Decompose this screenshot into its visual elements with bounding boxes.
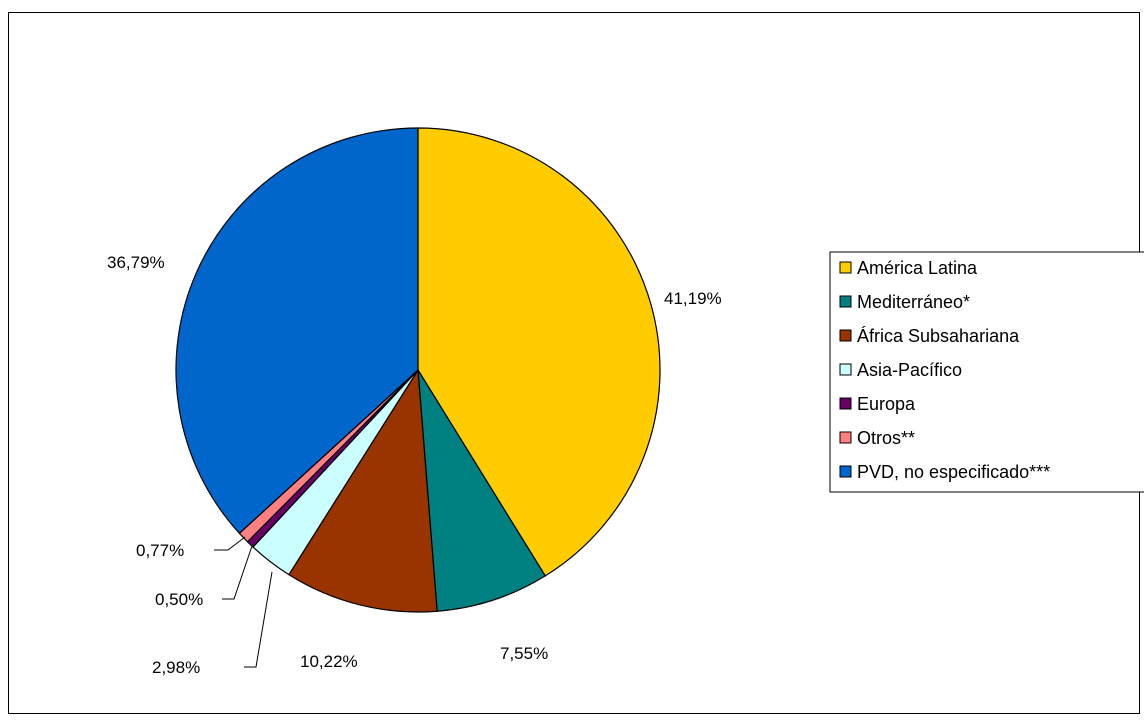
- legend-label-mediterraneo: Mediterráneo*: [857, 292, 970, 312]
- data-label-pvd-no-especificado: 36,79%: [107, 253, 165, 272]
- legend-swatch-mediterraneo: [839, 295, 852, 308]
- pie-slices: [175, 127, 661, 613]
- legend-label-europa: Europa: [857, 394, 916, 414]
- legend-label-america-latina: América Latina: [857, 258, 978, 278]
- pie-slice-africa-subsahariana: [288, 368, 438, 613]
- data-label-asia-pacifico: 2,98%: [152, 658, 200, 677]
- pie-slice-mediterraneo: [417, 369, 547, 612]
- legend-swatch-europa: [839, 397, 852, 410]
- legend-swatch-asia-pacifico: [839, 363, 852, 376]
- leader-line-otros: [214, 536, 246, 551]
- leader-lines: [214, 536, 273, 668]
- data-label-otros: 0,77%: [136, 541, 184, 560]
- data-labels: 41,19% 7,55% 10,22% 2,98% 0,50% 0,77% 36,79%: [107, 253, 722, 677]
- data-label-africa-subsahariana: 10,22%: [300, 652, 358, 671]
- legend-box: [829, 251, 1144, 493]
- data-label-europa: 0,50%: [155, 590, 203, 609]
- legend-swatch-america-latina: [839, 261, 852, 274]
- pie-slice-pvd-no-especificado: [175, 127, 419, 535]
- data-label-america-latina: 41,19%: [664, 289, 722, 308]
- legend-label-africa-subsahariana: África Subsahariana: [857, 326, 1020, 346]
- legend-swatch-africa-subsahariana: [839, 329, 852, 342]
- leader-line-europa: [222, 545, 253, 600]
- legend: América Latina Mediterráneo* África Subsah…: [829, 251, 1144, 493]
- legend-label-pvd-no-especificado: PVD, no especificado***: [857, 462, 1050, 482]
- data-label-mediterraneo: 7,55%: [500, 644, 548, 663]
- legend-label-asia-pacifico: Asia-Pacífico: [857, 360, 962, 380]
- legend-label-otros: Otros**: [857, 428, 915, 448]
- legend-swatch-otros: [839, 431, 852, 444]
- legend-swatch-pvd-no-especificado: [839, 465, 852, 478]
- leader-line-asia-pacifico: [244, 571, 273, 668]
- pie-slice-america-latina: [417, 127, 661, 577]
